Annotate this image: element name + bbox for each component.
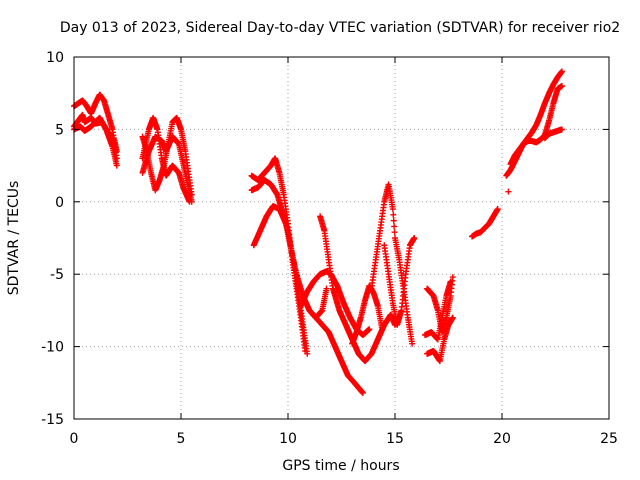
data-point bbox=[391, 229, 398, 236]
data-point bbox=[494, 206, 501, 213]
series-track-18 bbox=[424, 314, 456, 365]
data-point bbox=[390, 217, 397, 224]
data-points bbox=[71, 68, 565, 396]
series-track-3 bbox=[71, 114, 120, 169]
y-tick-label: 10 bbox=[46, 50, 64, 66]
x-tick-label: 10 bbox=[279, 431, 297, 447]
series-track-6 bbox=[139, 133, 195, 205]
x-axis-label: GPS time / hours bbox=[282, 458, 399, 474]
x-tick-label: 20 bbox=[493, 431, 511, 447]
series-track-9 bbox=[250, 203, 330, 321]
series-track-23 bbox=[541, 126, 565, 142]
tick-labels: 0 5 10 15 20 25 -15 -10 -5 0 5 10 bbox=[41, 50, 618, 447]
data-point bbox=[390, 211, 397, 218]
data-point bbox=[113, 162, 120, 169]
series-track-17 bbox=[421, 278, 454, 343]
data-point bbox=[411, 235, 418, 241]
data-point bbox=[389, 206, 396, 213]
data-point bbox=[505, 188, 512, 195]
data-point bbox=[379, 326, 386, 333]
series-track-12 bbox=[306, 307, 366, 396]
data-point bbox=[188, 198, 195, 205]
plot-frame bbox=[73, 56, 610, 420]
y-tick-label: -10 bbox=[41, 340, 64, 356]
data-point bbox=[449, 274, 456, 281]
data-point bbox=[447, 278, 454, 285]
x-tick-label: 5 bbox=[177, 431, 186, 447]
x-tick-label: 0 bbox=[70, 431, 79, 447]
series-track-14 bbox=[368, 181, 416, 347]
series-track-11 bbox=[297, 268, 373, 339]
x-tick-label: 25 bbox=[600, 431, 618, 447]
data-point bbox=[409, 340, 416, 347]
axis-ticks bbox=[73, 56, 610, 420]
data-point bbox=[391, 223, 398, 230]
data-point bbox=[323, 285, 330, 292]
data-point bbox=[449, 314, 456, 321]
data-point bbox=[558, 82, 565, 89]
chart-title: Day 013 of 2023, Sidereal Day-to-day VTE… bbox=[60, 20, 620, 36]
x-tick-label: 15 bbox=[386, 431, 404, 447]
y-axis-label: SDTVAR / TECUs bbox=[6, 181, 22, 296]
series-track-15 bbox=[381, 235, 418, 328]
series-track-20 bbox=[505, 188, 512, 195]
data-point bbox=[558, 126, 565, 133]
data-point bbox=[304, 350, 311, 357]
y-tick-label: 0 bbox=[55, 195, 64, 211]
y-tick-label: -15 bbox=[41, 412, 64, 428]
data-point bbox=[359, 389, 366, 396]
data-point bbox=[366, 326, 373, 333]
data-point bbox=[558, 68, 565, 75]
y-tick-label: 5 bbox=[55, 122, 64, 138]
y-tick-label: -5 bbox=[50, 267, 64, 283]
series-track-19 bbox=[469, 206, 501, 240]
series-track-8 bbox=[248, 177, 311, 357]
